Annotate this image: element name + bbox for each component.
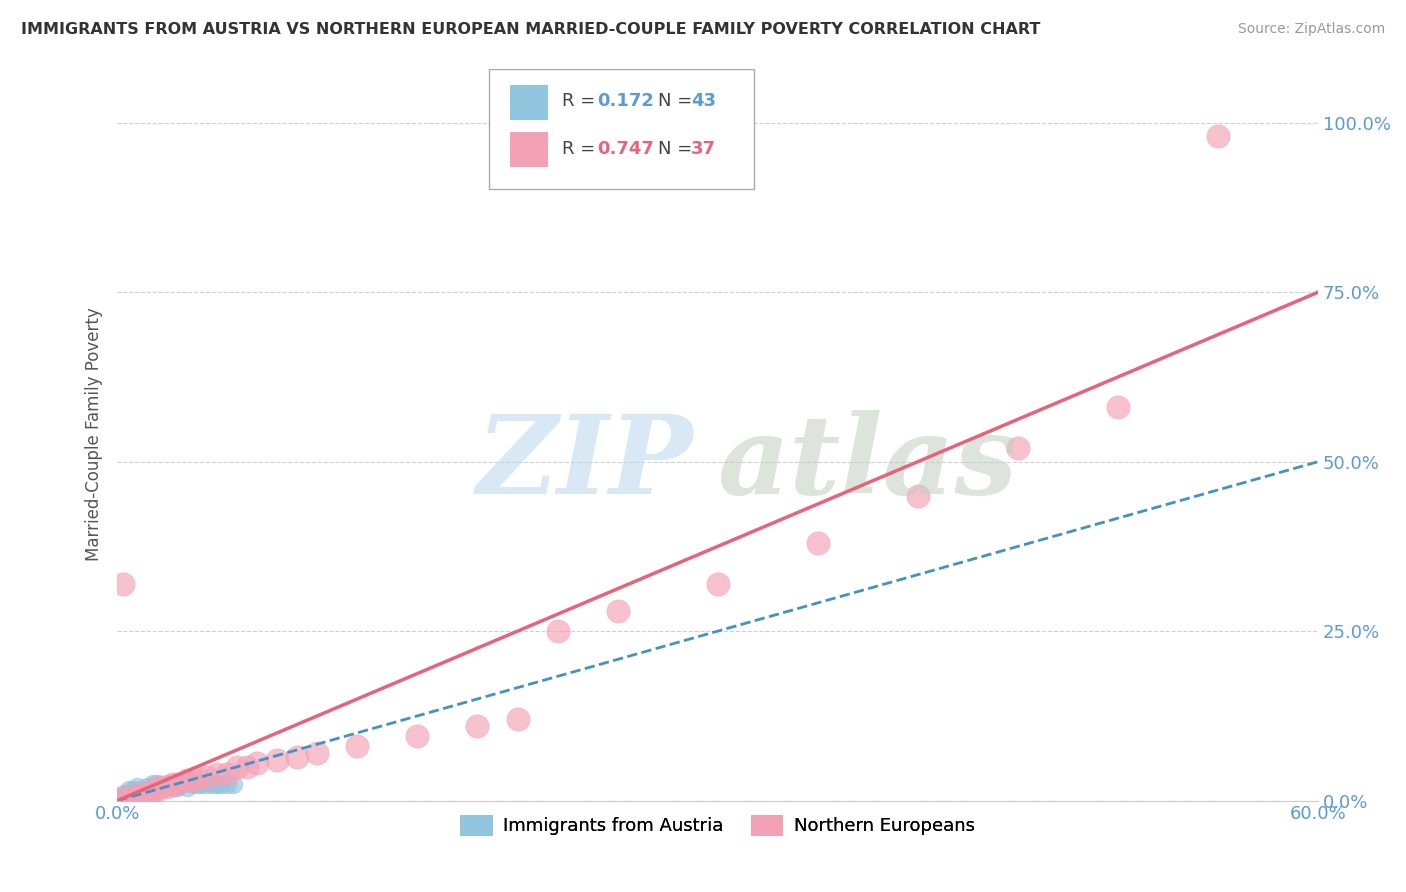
Point xyxy=(127,787,149,801)
Point xyxy=(181,773,204,788)
Text: IMMIGRANTS FROM AUSTRIA VS NORTHERN EUROPEAN MARRIED-COUPLE FAMILY POVERTY CORRE: IMMIGRANTS FROM AUSTRIA VS NORTHERN EURO… xyxy=(21,22,1040,37)
Point xyxy=(226,760,249,774)
Point xyxy=(166,780,188,794)
Point xyxy=(166,777,188,791)
Point xyxy=(146,783,169,797)
Text: atlas: atlas xyxy=(717,410,1018,517)
Point xyxy=(150,780,173,794)
Point xyxy=(136,787,159,801)
Point xyxy=(150,780,173,794)
Point xyxy=(285,749,308,764)
Point xyxy=(246,756,269,771)
Point xyxy=(122,790,145,805)
Point xyxy=(186,770,208,784)
Point xyxy=(406,729,429,743)
Point xyxy=(136,787,159,801)
Point xyxy=(110,790,132,805)
Point xyxy=(236,760,259,774)
Point xyxy=(112,794,135,808)
Point xyxy=(181,777,204,791)
Point xyxy=(120,790,142,805)
Point xyxy=(176,773,198,788)
Point xyxy=(195,770,218,784)
Point xyxy=(1206,129,1229,144)
Point xyxy=(118,790,141,805)
Point xyxy=(115,787,138,801)
FancyBboxPatch shape xyxy=(489,69,754,189)
Point xyxy=(142,783,165,797)
Point xyxy=(146,783,169,797)
Text: Source: ZipAtlas.com: Source: ZipAtlas.com xyxy=(1237,22,1385,37)
Text: 37: 37 xyxy=(692,140,716,158)
Point xyxy=(176,773,198,788)
Point xyxy=(222,777,245,791)
Text: 0.172: 0.172 xyxy=(598,93,654,111)
Point xyxy=(115,794,138,808)
Point xyxy=(156,780,179,794)
Point xyxy=(115,794,138,808)
Bar xyxy=(510,132,548,168)
Point xyxy=(170,777,193,791)
Point xyxy=(136,780,159,794)
Point xyxy=(112,790,135,805)
Point xyxy=(202,777,225,791)
Point xyxy=(547,624,569,639)
Point xyxy=(162,777,184,791)
Point xyxy=(195,777,218,791)
Point xyxy=(129,787,152,801)
Legend: Immigrants from Austria, Northern Europeans: Immigrants from Austria, Northern Europe… xyxy=(453,807,983,843)
Point xyxy=(346,739,368,754)
Point xyxy=(127,780,149,794)
Point xyxy=(506,712,529,726)
Text: 43: 43 xyxy=(692,93,716,111)
Point xyxy=(156,777,179,791)
Point xyxy=(146,777,169,791)
Text: 0.747: 0.747 xyxy=(598,140,654,158)
Point xyxy=(127,790,149,805)
Point xyxy=(108,794,131,808)
Point xyxy=(467,719,489,733)
Point xyxy=(209,777,232,791)
Point xyxy=(807,536,830,550)
Point xyxy=(112,790,135,805)
Point xyxy=(124,790,146,805)
Point xyxy=(606,604,628,618)
Point xyxy=(706,576,728,591)
Point xyxy=(907,489,929,503)
Point xyxy=(307,746,329,760)
Point xyxy=(142,777,165,791)
Point xyxy=(142,783,165,797)
Text: R =: R = xyxy=(561,140,600,158)
Point xyxy=(114,787,136,801)
Point xyxy=(162,780,184,794)
Point xyxy=(122,783,145,797)
Point xyxy=(108,790,131,805)
Point xyxy=(1107,401,1129,415)
Point xyxy=(112,576,135,591)
Point xyxy=(110,794,132,808)
Point xyxy=(217,777,239,791)
Text: R =: R = xyxy=(561,93,600,111)
Point xyxy=(122,787,145,801)
Point xyxy=(207,777,229,791)
Text: N =: N = xyxy=(658,140,697,158)
Point xyxy=(266,753,288,767)
Point xyxy=(156,780,179,794)
Point xyxy=(186,777,208,791)
Point xyxy=(176,780,198,794)
Point xyxy=(1007,441,1029,455)
Point xyxy=(190,777,212,791)
Text: N =: N = xyxy=(658,93,697,111)
Point xyxy=(118,783,141,797)
Y-axis label: Married-Couple Family Poverty: Married-Couple Family Poverty xyxy=(86,308,103,561)
Point xyxy=(114,794,136,808)
Point xyxy=(217,766,239,780)
Point xyxy=(129,787,152,801)
Text: ZIP: ZIP xyxy=(477,410,693,517)
Point xyxy=(129,783,152,797)
Point xyxy=(207,766,229,780)
Bar xyxy=(510,85,548,120)
